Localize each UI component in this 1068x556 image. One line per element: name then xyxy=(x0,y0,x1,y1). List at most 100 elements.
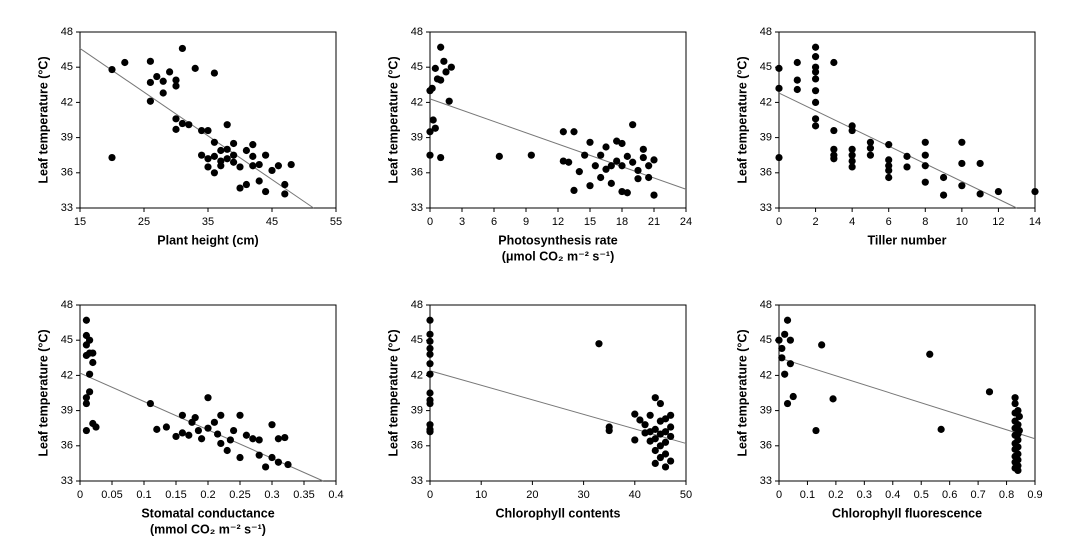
point xyxy=(437,76,445,84)
y-tick-label: 42 xyxy=(61,369,73,381)
point xyxy=(255,177,263,185)
point xyxy=(811,75,820,83)
point xyxy=(885,173,893,182)
point xyxy=(618,139,626,148)
x-tick-label: 2 xyxy=(813,216,819,228)
point xyxy=(236,453,244,462)
x-tick-label: 0.3 xyxy=(264,489,279,501)
y-tick-label: 42 xyxy=(61,96,73,108)
point xyxy=(570,128,578,136)
point xyxy=(146,399,154,408)
point xyxy=(667,432,675,441)
x-tick-label: 55 xyxy=(330,216,342,228)
point xyxy=(185,121,193,129)
x-tick-label: 0 xyxy=(77,489,83,501)
point xyxy=(426,428,434,436)
x-tick-label: 0.4 xyxy=(885,489,900,501)
x-tick-label: 12 xyxy=(992,216,1004,228)
point xyxy=(656,399,665,408)
point xyxy=(602,165,610,173)
point xyxy=(639,145,647,153)
point xyxy=(214,430,222,438)
point xyxy=(194,426,202,435)
x-tick-label: 0 xyxy=(427,489,433,501)
point xyxy=(565,158,573,166)
point xyxy=(89,358,97,367)
point xyxy=(146,97,154,105)
point xyxy=(830,145,838,153)
point xyxy=(958,182,966,190)
plot-frame xyxy=(429,304,687,482)
point xyxy=(437,43,445,51)
point xyxy=(223,155,231,163)
point xyxy=(829,395,837,403)
y-tick-label: 33 xyxy=(411,202,423,214)
point xyxy=(262,187,270,196)
point xyxy=(793,85,801,94)
x-tick-label: 14 xyxy=(1029,216,1041,228)
point xyxy=(667,411,675,419)
trend-line xyxy=(429,98,687,190)
point xyxy=(440,57,448,65)
y-tick-label: 42 xyxy=(760,96,772,108)
point xyxy=(848,151,856,159)
point xyxy=(210,138,218,146)
point xyxy=(1011,399,1019,408)
x-tick-label: 40 xyxy=(629,489,641,501)
point xyxy=(661,415,670,423)
point xyxy=(629,158,637,166)
point xyxy=(789,392,797,401)
x-tick-label: 25 xyxy=(138,216,150,228)
point xyxy=(426,151,434,159)
y-tick-label: 33 xyxy=(61,475,73,487)
point xyxy=(442,68,450,76)
point xyxy=(667,423,675,431)
x-tick-label: 0.6 xyxy=(942,489,957,501)
x-tick-label: 0.2 xyxy=(200,489,215,501)
point xyxy=(650,191,658,199)
y-tick-label: 36 xyxy=(411,440,423,452)
point xyxy=(667,457,675,465)
point xyxy=(607,162,615,170)
point xyxy=(651,435,659,443)
point xyxy=(661,463,670,471)
y-tick-label: 42 xyxy=(411,369,423,381)
y-axis-label: Leaf temperature (°C) xyxy=(386,56,400,183)
x-tick-label: 8 xyxy=(922,216,928,228)
point xyxy=(786,360,794,368)
y-tick-label: 33 xyxy=(760,475,772,487)
point xyxy=(848,145,856,153)
point xyxy=(811,68,820,76)
x-tick-label: 0.35 xyxy=(293,489,314,501)
point xyxy=(527,151,535,159)
x-tick-label: 45 xyxy=(266,216,278,228)
trend-line xyxy=(778,92,1017,209)
point xyxy=(830,126,838,135)
point xyxy=(903,152,911,160)
y-axis-label: Leaf temperature (°C) xyxy=(386,329,400,456)
x-axis-label: (mmol CO₂ m⁻² s⁻¹) xyxy=(150,522,266,536)
point xyxy=(629,121,637,129)
point xyxy=(661,428,670,436)
y-axis-label: Leaf temperature (°C) xyxy=(735,56,749,183)
y-tick-label: 39 xyxy=(411,405,423,417)
point xyxy=(1014,421,1022,429)
point xyxy=(92,423,100,431)
point xyxy=(976,159,984,168)
point xyxy=(581,151,589,159)
point xyxy=(595,340,603,348)
point xyxy=(249,141,257,149)
point xyxy=(885,141,893,149)
point xyxy=(958,138,966,146)
point xyxy=(661,438,670,446)
point xyxy=(631,436,639,444)
point xyxy=(204,155,212,163)
y-tick-label: 45 xyxy=(61,61,73,73)
point xyxy=(811,122,820,130)
point xyxy=(866,151,875,159)
point xyxy=(255,451,263,459)
point xyxy=(249,435,257,443)
point xyxy=(811,98,820,106)
point xyxy=(783,399,792,408)
